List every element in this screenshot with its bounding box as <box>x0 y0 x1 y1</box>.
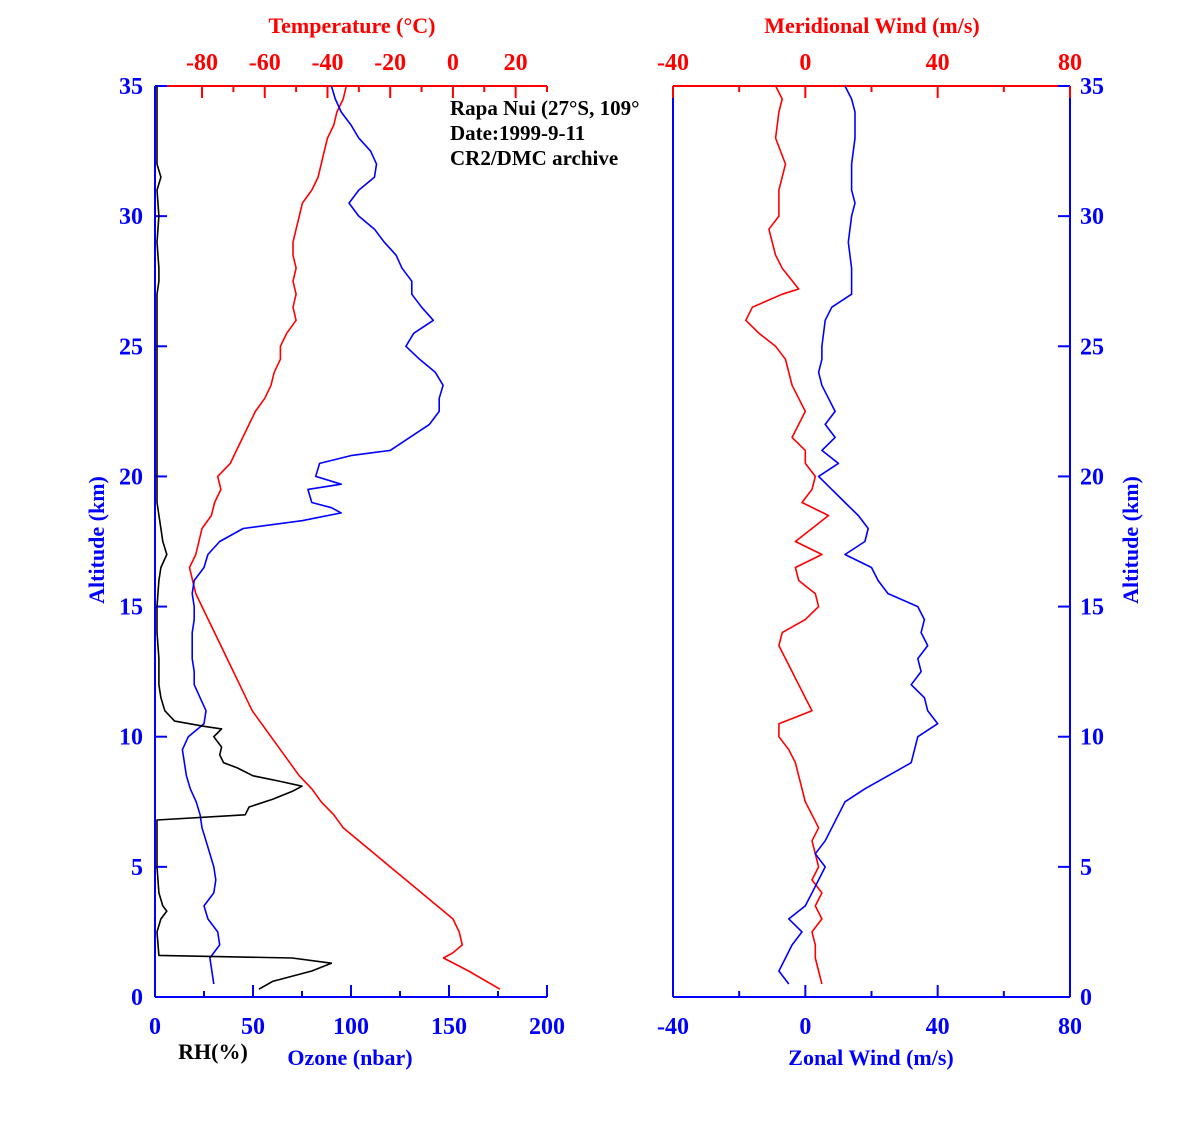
zonal-series-line <box>778 85 939 985</box>
left-xtick-label: 0 <box>149 1014 161 1040</box>
annotation-location: Rapa Nui (27°S, 109° <box>450 96 640 120</box>
right-panel: 0 5 10 15 20 25 30 35 -40 0 40 80 -40 0 40 80 Meridional… <box>657 13 1143 1070</box>
left-panel: 0 5 10 15 20 25 30 35 0 50 100 150 200 -80 -60 -40 -20 0 2… <box>84 13 565 1070</box>
annotation: Rapa Nui (27°S, 109° Date:1999-9-11 CR2/… <box>450 96 640 170</box>
left-ytick-label: 25 <box>119 334 143 360</box>
right-ytick-right-label: 25 <box>1080 334 1104 360</box>
left-xtick-label: 50 <box>241 1014 265 1040</box>
left-xtick-label: 200 <box>529 1014 565 1040</box>
left-top-tick-label: 20 <box>504 50 528 76</box>
right-ytick-right-label: 10 <box>1080 725 1104 751</box>
right-top-tick-label: 0 <box>799 50 811 76</box>
right-top-tick-label: 40 <box>926 50 950 76</box>
temperature-series-line <box>188 85 501 990</box>
temperature-axis-title: Temperature (°C) <box>268 13 435 38</box>
ozone-axis-title: Ozone (nbar) <box>287 1045 412 1070</box>
right-xtick-label: 0 <box>799 1014 811 1040</box>
left-ytick-label: 5 <box>131 855 143 881</box>
left-top-tick-label: -40 <box>311 50 343 76</box>
annotation-source: CR2/DMC archive <box>450 146 618 170</box>
left-xtick-label: 100 <box>333 1014 369 1040</box>
left-top-tick-label: -80 <box>186 50 218 76</box>
ozone-series-line <box>181 85 444 985</box>
left-xtick-label: 150 <box>431 1014 467 1040</box>
right-ytick-right-label: 35 <box>1080 74 1104 100</box>
left-ytick-label: 0 <box>131 985 143 1011</box>
right-xtick-label: 80 <box>1058 1014 1082 1040</box>
right-ytick-right-label: 20 <box>1080 464 1104 490</box>
right-xtick-label: 40 <box>926 1014 950 1040</box>
left-ytick-label: 20 <box>119 464 143 490</box>
right-xtick-label: -40 <box>657 1014 689 1040</box>
meridional-series-line <box>745 85 830 985</box>
left-altitude-axis-title: Altitude (km) <box>84 476 109 604</box>
meridional-axis-title: Meridional Wind (m/s) <box>764 13 980 38</box>
right-top-tick-label: -40 <box>657 50 689 76</box>
left-ytick-label: 35 <box>119 74 143 100</box>
right-ytick-right-label: 15 <box>1080 595 1104 621</box>
left-top-tick-label: -20 <box>374 50 406 76</box>
right-altitude-axis-title: Altitude (km) <box>1118 476 1143 604</box>
left-top-tick-label: -60 <box>249 50 281 76</box>
left-ytick-label: 15 <box>119 595 143 621</box>
rh-series-line <box>156 86 333 990</box>
right-ytick-right-label: 0 <box>1080 985 1092 1011</box>
zonal-axis-title: Zonal Wind (m/s) <box>788 1045 953 1070</box>
right-ytick-right-label: 5 <box>1080 855 1092 881</box>
right-ytick-right-label: 30 <box>1080 204 1104 230</box>
rh-axis-title: RH(%) <box>178 1039 248 1064</box>
annotation-date: Date:1999-9-11 <box>450 121 585 145</box>
right-top-tick-label: 80 <box>1058 50 1082 76</box>
left-ytick-label: 30 <box>119 204 143 230</box>
left-top-tick-label: 0 <box>447 50 459 76</box>
left-ytick-label: 10 <box>119 725 143 751</box>
